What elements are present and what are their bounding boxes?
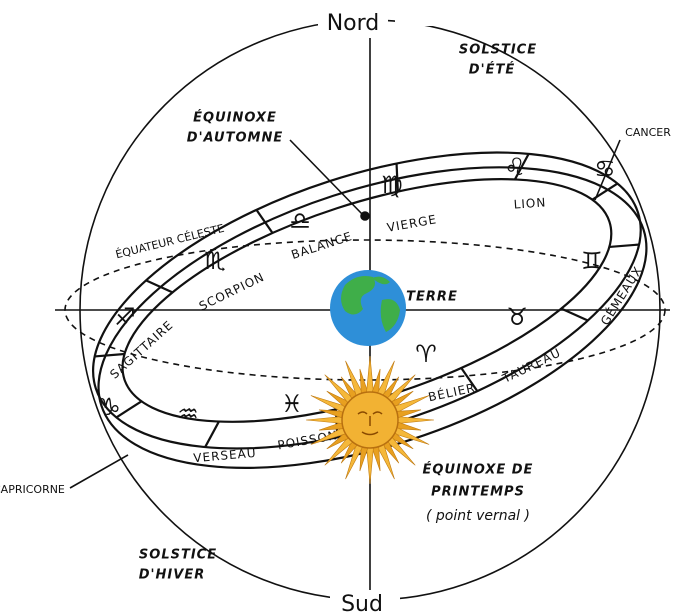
sign-symbol: ♎ [289, 207, 311, 235]
node [361, 212, 369, 220]
sign-symbol: ♋ [594, 155, 616, 183]
sign-name: LION [513, 195, 547, 211]
label: TERRE [406, 290, 458, 305]
sign-name: VIERGE [386, 212, 438, 235]
sign-symbol: ♏ [204, 247, 226, 275]
label: ÉQUINOXE DE [423, 462, 534, 478]
sign-symbol: ♑ [99, 393, 121, 421]
band-divider [590, 184, 620, 200]
label: CAPRICORNE [0, 483, 65, 496]
label: CANCER [625, 126, 671, 139]
sign-symbol: ♐ [114, 303, 136, 331]
sun-ray [366, 446, 373, 484]
label: D'HIVER [139, 568, 205, 583]
sign-symbol: ♉ [506, 303, 528, 331]
sign-name: VERSEAU [193, 446, 257, 465]
sun-ray [306, 416, 344, 423]
sign-symbol: ♍ [381, 171, 403, 199]
band-divider [609, 238, 639, 254]
earth [330, 270, 406, 346]
sign-symbol: ♈ [415, 340, 437, 368]
band-divider [256, 207, 272, 235]
sign-name: SCORPION [197, 270, 267, 314]
label: PRINTEMPS [431, 485, 525, 500]
sign-symbol: ♌ [504, 153, 526, 181]
sign-symbol: ♒ [177, 400, 199, 428]
label: ( point vernal ) [426, 508, 530, 524]
sign-name: BÉLIER [427, 380, 477, 405]
sign-symbol: ♓ [281, 390, 303, 418]
label: D'ÉTÉ [469, 62, 515, 78]
label: D'AUTOMNE [187, 131, 283, 146]
label: SOLSTICE [139, 548, 217, 563]
band-divider [199, 422, 225, 448]
south: Sud [341, 592, 383, 616]
pointer [70, 455, 128, 488]
diagram: Nord Sud SOLSTICE D'ÉTÉ ÉQUINOXE D'AUTOM… [0, 0, 679, 616]
sign-name: TAUREAU [499, 345, 563, 386]
label: ÉQUINOXE [193, 110, 277, 126]
sign-name: GÉMEAUX [597, 263, 645, 328]
label: SOLSTICE [459, 43, 537, 58]
sun-ray [366, 356, 373, 394]
pointer [290, 140, 363, 215]
sun-ray [396, 416, 434, 423]
north: Nord [327, 11, 380, 36]
sign-symbol: ♊ [581, 247, 603, 275]
sun [306, 356, 434, 484]
